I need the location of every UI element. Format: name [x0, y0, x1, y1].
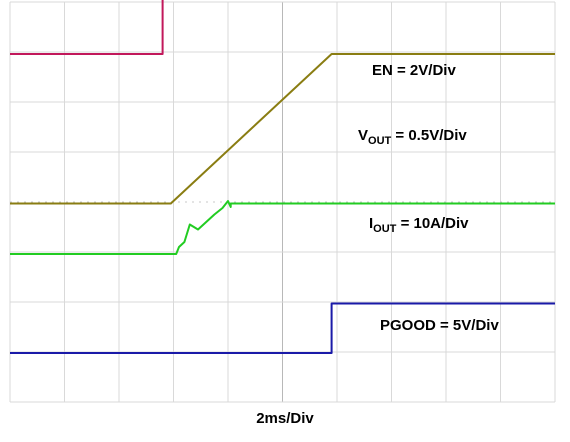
scale-label-vout: VOUT = 0.5V/Div [358, 127, 467, 147]
scale-label-iout: IOUT = 10A/Div [369, 215, 469, 235]
traces [10, 0, 555, 354]
graticule [9, 1, 556, 403]
trace-en [10, 0, 164, 55]
scale-label-pgood: PGOOD = 5V/Div [380, 317, 499, 334]
trace-iout [10, 200, 555, 255]
trace-vout [10, 53, 555, 205]
trace-pgood [10, 302, 555, 354]
timebase-label: 2ms/Div [256, 410, 314, 427]
scale-labels: EN = 2V/Div VOUT = 0.5V/Div IOUT = 10A/Div… [358, 62, 499, 334]
scale-label-en: EN = 2V/Div [372, 62, 456, 79]
